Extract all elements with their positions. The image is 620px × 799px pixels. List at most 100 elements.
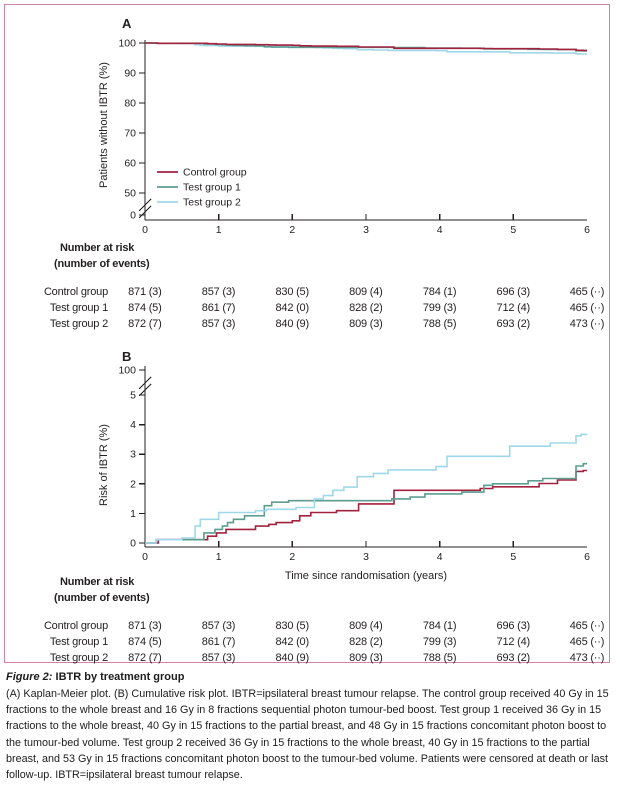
y-tick-label: 4 — [130, 419, 136, 431]
number-at-risk-header: Number at risk — [60, 576, 135, 588]
figure-number-label: Figure 2: — [6, 671, 53, 683]
x-tick-label: 6 — [584, 224, 590, 236]
risk-count-cell: 809 (4) — [349, 620, 383, 632]
risk-count-cell: 830 (5) — [275, 620, 309, 632]
figure-caption: Figure 2: IBTR by treatment group (A) Ka… — [6, 670, 614, 783]
series-line-test-group-1 — [145, 462, 587, 544]
x-tick-label: 1 — [216, 551, 222, 563]
risk-count-cell: 874 (5) — [128, 302, 162, 314]
risk-count-cell: 693 (2) — [496, 318, 531, 330]
table-row: Test group 1 874 (5) 861 (7) 842 (0) 828 (2)… — [0, 634, 620, 650]
legend-label-3: Test group 2 — [183, 197, 241, 209]
risk-count-cell: 874 (5) — [128, 636, 162, 648]
risk-count-cell: 693 (2) — [496, 652, 531, 664]
risk-count-cell: 857 (3) — [201, 286, 236, 298]
row-label: Test group 1 — [49, 302, 108, 314]
x-tick-label: 2 — [289, 224, 295, 236]
risk-count-cell: 872 (7) — [128, 318, 162, 330]
risk-count-cell: 473 (··) — [569, 318, 605, 330]
risk-count-cell: 473 (··) — [569, 652, 605, 664]
y-tick-label: 5 — [130, 390, 136, 402]
figure-title-text: IBTR by treatment group — [52, 671, 185, 683]
axis-break-slash — [138, 383, 152, 397]
legend-label-2: Test group 1 — [183, 182, 241, 194]
table-row: Test group 2 872 (7) 857 (3) 840 (9) 809 (3)… — [0, 316, 620, 332]
x-tick-label: 3 — [363, 551, 369, 563]
risk-count-cell: 809 (4) — [349, 286, 383, 298]
y-tick-label: 70 — [124, 128, 136, 140]
x-tick-label: 5 — [510, 551, 516, 563]
risk-count-cell: 784 (1) — [422, 620, 457, 632]
y-tick-label: 0 — [130, 538, 136, 550]
legend-label-1: Control group — [183, 167, 247, 179]
y-axis-title: Risk of IBTR (%) — [98, 424, 110, 506]
risk-count-cell: 465 (··) — [569, 620, 605, 632]
axis-break-slash — [138, 205, 152, 219]
y-tick-label: 3 — [130, 449, 136, 461]
y-tick-label: 80 — [124, 98, 136, 110]
risk-count-cell: 788 (5) — [422, 652, 457, 664]
row-label: Test group 2 — [49, 318, 108, 330]
figure-border-box — [4, 4, 610, 663]
figure-caption-body: (A) Kaplan-Meier plot. (B) Cumulative ri… — [6, 688, 609, 782]
x-axis-title: Time since randomisation (years) — [285, 570, 447, 582]
risk-count-cell: 857 (3) — [201, 652, 236, 664]
panel-a: A 100 90 80 70 60 50 00 1 2 3 4 5 6 Patients without I… — [98, 16, 590, 236]
x-tick-label: 6 — [584, 551, 590, 563]
table-row: Control group 871 (3) 857 (3) 830 (5) 809 (4… — [0, 618, 620, 634]
panel-b: B 5 4 3 2 1 0 100 0 1 2 3 4 5 6 Risk of IBTR (%) Time si… — [98, 349, 590, 582]
axis-break-slash — [138, 198, 152, 212]
risk-count-cell: 857 (3) — [201, 318, 236, 330]
risk-count-cell: 465 (··) — [569, 636, 605, 648]
y-tick-label: 1 — [130, 508, 136, 520]
risk-count-cell: 861 (7) — [201, 302, 236, 314]
risk-count-cell: 465 (··) — [569, 302, 605, 314]
y-axis-title: Patients without IBTR (%) — [98, 62, 110, 188]
x-tick-label: 2 — [289, 551, 295, 563]
risk-count-cell: 840 (9) — [275, 652, 309, 664]
number-of-events-header: (number of events) — [54, 591, 150, 604]
axis-break-slash — [138, 376, 152, 390]
panel-letter-a: A — [122, 16, 132, 31]
row-label: Control group — [43, 286, 108, 298]
number-at-risk-header: Number at risk — [60, 242, 135, 254]
x-tick-label: 4 — [437, 224, 443, 236]
risk-count-cell: 696 (3) — [496, 286, 531, 298]
risk-count-cell: 828 (2) — [349, 302, 383, 314]
table-row: Control group 871 (3) 857 (3) 830 (5) 809 (4… — [0, 284, 620, 300]
risk-count-cell: 809 (3) — [349, 652, 383, 664]
x-tick-label: 0 — [142, 551, 148, 563]
risk-count-cell: 842 (0) — [275, 636, 309, 648]
y-tick-label: 60 — [124, 158, 136, 170]
risk-count-cell: 784 (1) — [422, 286, 457, 298]
row-label: Test group 2 — [49, 652, 108, 664]
risk-count-cell: 809 (3) — [349, 318, 383, 330]
x-tick-label: 4 — [437, 551, 443, 563]
y-axis-break-label: 0 — [130, 210, 136, 222]
y-tick-label: 2 — [130, 478, 136, 490]
risk-count-cell: 840 (9) — [275, 318, 309, 330]
figure-caption-title: Figure 2: IBTR by treatment group — [6, 670, 614, 685]
risk-count-cell: 871 (3) — [128, 286, 162, 298]
y-tick-label: 90 — [124, 68, 136, 80]
risk-count-cell: 842 (0) — [275, 302, 309, 314]
y-tick-label: 50 — [124, 188, 136, 200]
risk-count-cell: 871 (3) — [128, 620, 162, 632]
table-row: Test group 1 874 (5) 861 (7) 842 (0) 828 (2)… — [0, 300, 620, 316]
risk-count-cell: 828 (2) — [349, 636, 383, 648]
table-row: Test group 2 872 (7) 857 (3) 840 (9) 809 (3)… — [0, 650, 620, 666]
x-tick-label: 5 — [510, 224, 516, 236]
series-line-control-group — [145, 469, 587, 544]
number-of-events-header: (number of events) — [54, 257, 150, 270]
panel-letter-b: B — [122, 349, 131, 364]
risk-count-cell: 788 (5) — [422, 318, 457, 330]
x-tick-label: 0 — [142, 224, 148, 236]
risk-count-cell: 857 (3) — [201, 620, 236, 632]
risk-count-cell: 712 (4) — [496, 636, 531, 648]
risk-count-cell: 799 (3) — [422, 302, 457, 314]
risk-count-cell: 712 (4) — [496, 302, 531, 314]
x-tick-label: 1 — [216, 224, 222, 236]
y-tick-label: 100 — [118, 38, 136, 50]
series-line-test-group-2 — [145, 433, 587, 544]
